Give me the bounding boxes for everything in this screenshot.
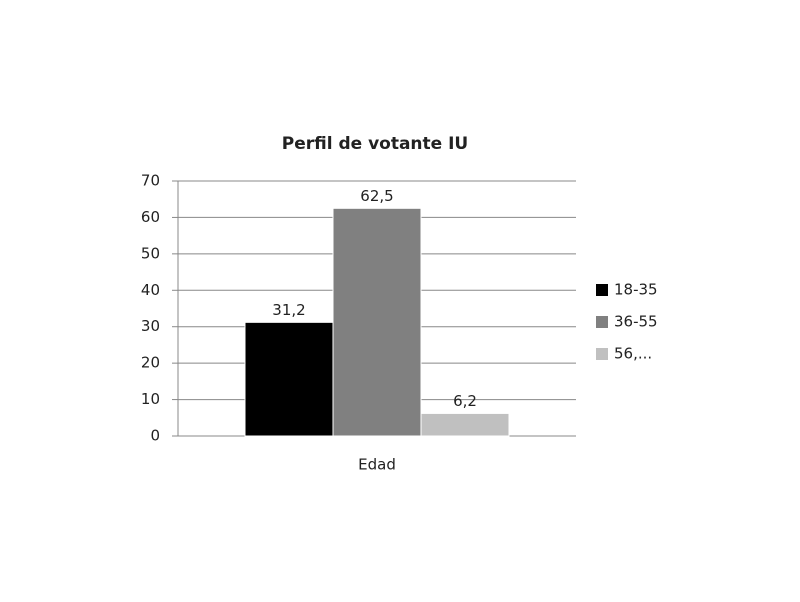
- y-tick-label: 60: [141, 208, 160, 226]
- legend-label: 36-55: [614, 313, 658, 331]
- legend-swatch: [596, 348, 608, 360]
- legend-label: 18-35: [614, 281, 658, 299]
- y-tick-label: 10: [141, 390, 160, 408]
- bar: [420, 412, 510, 437]
- data-label: 62,5: [360, 187, 393, 205]
- chart-title: Perfil de votante IU: [282, 134, 469, 154]
- bar: [244, 321, 334, 437]
- x-tick-label: Edad: [358, 456, 396, 474]
- legend-swatch: [596, 316, 608, 328]
- y-tick-label: 0: [150, 427, 160, 445]
- bar: [332, 207, 422, 437]
- y-tick-label: 50: [141, 244, 160, 262]
- data-label: 31,2: [272, 301, 305, 319]
- y-tick-label: 30: [141, 317, 160, 335]
- data-label: 6,2: [453, 392, 477, 410]
- legend-swatch: [596, 284, 608, 296]
- legend-label: 56,...: [614, 345, 652, 363]
- y-tick-label: 70: [141, 172, 160, 190]
- y-tick-label: 40: [141, 281, 160, 299]
- y-tick-label: 20: [141, 354, 160, 372]
